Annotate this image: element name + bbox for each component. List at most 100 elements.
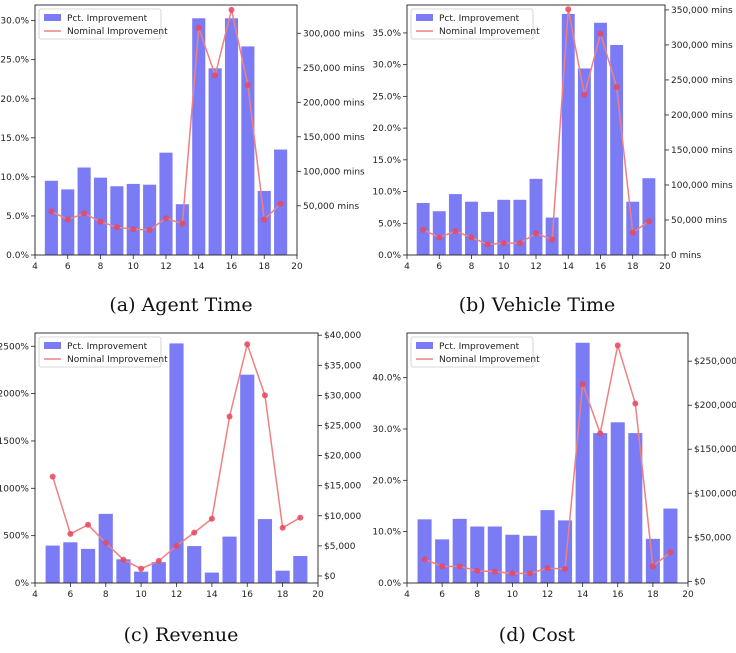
- x-tick-label: 4: [32, 262, 38, 272]
- bar: [577, 68, 591, 255]
- data-point: [581, 91, 588, 98]
- y-left-tick-label: 30.0%: [0, 17, 29, 27]
- legend-bar-swatch: [44, 14, 61, 21]
- bar: [222, 536, 237, 583]
- y-left-tick-label: 2500%: [0, 342, 29, 352]
- data-point: [491, 568, 498, 575]
- data-point: [113, 224, 120, 231]
- bar: [169, 343, 184, 583]
- data-point: [597, 430, 604, 437]
- x-tick-label: 20: [682, 590, 694, 600]
- y-right-tick-label: $10,000: [324, 512, 361, 522]
- bar: [593, 433, 608, 583]
- x-tick-label: 6: [439, 590, 445, 600]
- bar: [175, 204, 189, 255]
- data-point: [456, 563, 463, 570]
- bar: [497, 199, 511, 255]
- data-point: [130, 226, 137, 233]
- x-tick-label: 8: [469, 262, 475, 272]
- bar: [93, 177, 108, 255]
- bar: [610, 44, 624, 255]
- bar: [98, 513, 113, 583]
- bar: [663, 508, 678, 583]
- bar: [151, 562, 166, 583]
- y-left-tick-label: 0%: [15, 579, 30, 589]
- x-tick-label: 10: [128, 262, 140, 272]
- legend-box: [38, 8, 162, 40]
- subfigure-caption: (c) Revenue: [124, 624, 239, 646]
- data-point: [549, 236, 556, 243]
- chart-panel-1: 4 6 8 10 12 14 16 18 20 0.0% 5.0% 10.0% 15.0% 20.0% 25…: [372, 4, 733, 316]
- bar: [224, 18, 239, 256]
- y-right-tick-label: $100,000: [694, 489, 736, 499]
- legend-bar-swatch: [416, 342, 433, 349]
- y-right-tick-label: $0: [324, 572, 336, 582]
- bar: [257, 519, 273, 583]
- data-point: [277, 200, 284, 207]
- data-point: [49, 473, 56, 480]
- data-point: [155, 557, 162, 564]
- marker-series: [48, 6, 284, 233]
- y-left-tick-label: 0.0%: [6, 251, 29, 261]
- x-tick-label: 4: [404, 262, 410, 272]
- data-point: [436, 234, 443, 241]
- y-right-tick-label: 300,000 mins: [303, 29, 365, 39]
- x-tick-label: 18: [627, 262, 639, 272]
- y-right-tick-label: $35,000: [324, 361, 361, 371]
- bar: [575, 342, 590, 583]
- data-point: [297, 514, 304, 521]
- data-point: [67, 530, 74, 537]
- bar: [513, 199, 527, 255]
- bar: [134, 571, 149, 583]
- data-point: [452, 228, 459, 235]
- data-point: [208, 515, 215, 522]
- subfigure-caption: (d) Cost: [499, 624, 576, 646]
- legend-box: [38, 336, 162, 368]
- y-right-tick-label: 300,000 mins: [671, 41, 733, 51]
- bar: [44, 180, 58, 255]
- y-left-tick-label: 25.0%: [372, 92, 401, 102]
- x-tick-label: 20: [659, 262, 671, 272]
- legend-label-bars: Pct. Improvement: [439, 14, 520, 24]
- x-tick-label: 20: [291, 262, 303, 272]
- y-left-tick-label: 10.0%: [0, 173, 29, 183]
- bar: [110, 186, 124, 255]
- x-tick-label: 10: [507, 590, 519, 600]
- y-left-tick-label: 15.0%: [0, 134, 29, 144]
- bar: [505, 534, 520, 583]
- x-tick-label: 14: [206, 590, 218, 600]
- bar: [187, 546, 202, 583]
- data-point: [179, 220, 186, 227]
- y-right-tick-label: $250,000: [694, 357, 736, 367]
- x-tick-label: 4: [404, 590, 410, 600]
- y-left-tick-label: 5.0%: [378, 219, 401, 229]
- y-left-tick-label: 500%: [3, 532, 29, 542]
- bar: [204, 572, 219, 583]
- bar: [522, 535, 537, 583]
- data-point: [544, 565, 551, 572]
- data-point: [484, 241, 491, 248]
- y-left-tick-label: 15.0%: [372, 156, 401, 166]
- legend-label-bars: Pct. Improvement: [67, 342, 148, 352]
- y-right-tick-label: 100,000 mins: [303, 167, 365, 177]
- y-left-tick-label: 10.0%: [372, 188, 401, 198]
- y-right-tick-label: 0 mins: [671, 251, 702, 261]
- y-right-tick-label: 350,000 mins: [671, 6, 733, 16]
- bar: [628, 433, 643, 583]
- bar: [558, 520, 573, 583]
- x-tick-label: 18: [259, 262, 271, 272]
- y-right-tick-label: $5,000: [324, 542, 356, 552]
- legend-label-line: Nominal Improvement: [67, 27, 168, 37]
- data-point: [632, 400, 639, 407]
- y-left-tick-label: 40.0%: [372, 374, 401, 384]
- data-point: [533, 230, 539, 237]
- legend-bar-swatch: [416, 14, 433, 21]
- data-point: [102, 539, 109, 546]
- y-right-tick-label: $0: [694, 577, 706, 587]
- x-tick-label: 14: [563, 262, 575, 272]
- x-tick-label: 18: [277, 590, 289, 600]
- y-left-tick-label: 2000%: [0, 390, 29, 400]
- x-tick-label: 16: [595, 262, 607, 272]
- data-point: [81, 210, 88, 217]
